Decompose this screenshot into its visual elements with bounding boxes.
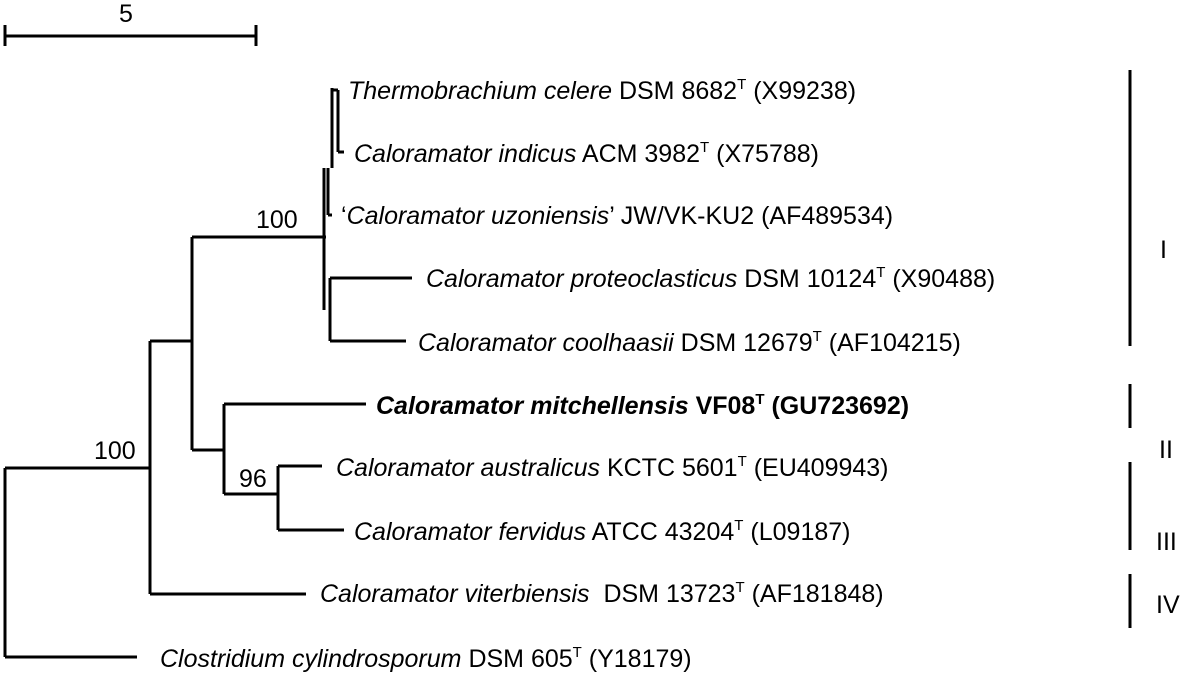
type-strain-mark: T xyxy=(572,644,582,661)
taxon-label: Thermobrachium celere DSM 8682T (X99238) xyxy=(348,76,857,105)
taxon-name: Caloramator proteoclasticus xyxy=(426,265,738,293)
taxon-strain: DSM 605 xyxy=(468,645,573,673)
type-strain-mark: T xyxy=(737,453,747,470)
taxon-name: Thermobrachium celere xyxy=(348,77,612,105)
taxon-name: Caloramator coolhaasii xyxy=(418,329,674,357)
group-label-I: I xyxy=(1160,236,1167,264)
bootstrap-value: 100 xyxy=(94,437,136,465)
taxon-strain: ACM 3982 xyxy=(581,140,701,168)
taxon-name: Clostridium cylindrosporum xyxy=(160,645,462,673)
taxon-label: ‘Caloramator uzoniensis’ JW/VK-KU2 (AF48… xyxy=(341,202,894,230)
taxon-name: Caloramator fervidus xyxy=(354,518,587,546)
taxon-label: Caloramator fervidus ATCC 43204T (L09187… xyxy=(354,517,851,546)
taxon-accession: (GU723692) xyxy=(771,392,910,420)
taxon-accession: (X99238) xyxy=(753,77,857,105)
bootstrap-value: 96 xyxy=(239,465,267,493)
taxon-name: Caloramator australicus xyxy=(336,454,600,482)
taxon-strain: DSM 12679 xyxy=(680,329,813,357)
taxon-label-highlighted: Caloramator mitchellensis VF08T (GU72369… xyxy=(376,391,910,420)
taxon-strain: KCTC 5601 xyxy=(606,454,738,482)
taxon-accession: (EU409943) xyxy=(753,454,889,482)
taxon-strain: VF08 xyxy=(695,392,756,420)
type-strain-mark: T xyxy=(812,328,822,345)
taxon-accession: (L09187) xyxy=(750,518,851,546)
taxon-accession: (AF489534) xyxy=(761,202,894,230)
taxon-label: Caloramator indicus ACM 3982T (X75788) xyxy=(354,139,820,168)
taxon-label: Caloramator proteoclasticus DSM 10124T (… xyxy=(426,264,996,293)
scale-bar-label: 5 xyxy=(119,0,133,28)
taxon-accession: (X75788) xyxy=(716,140,820,168)
type-strain-mark: T xyxy=(876,264,886,281)
bootstrap-value: 100 xyxy=(256,206,298,234)
group-label-II: II xyxy=(1159,436,1173,464)
type-strain-mark: T xyxy=(737,76,747,93)
taxon-strain: DSM 13723 xyxy=(596,580,736,608)
taxon-name: Caloramator viterbiensis xyxy=(320,580,590,608)
taxon-label: Clostridium cylindrosporum DSM 605T (Y18… xyxy=(160,644,692,673)
taxon-strain: DSM 10124 xyxy=(744,265,877,293)
taxon-label: Caloramator viterbiensis DSM 13723T (AF1… xyxy=(320,579,884,608)
type-strain-mark: T xyxy=(700,139,710,156)
taxon-name: Caloramator uzoniensis xyxy=(346,202,610,230)
type-strain-mark: T xyxy=(735,579,745,596)
taxon-strain: ’ JW/VK-KU2 xyxy=(609,202,755,230)
type-strain-mark: T xyxy=(755,391,765,408)
taxon-accession: (Y18179) xyxy=(588,645,692,673)
taxon-label: Caloramator coolhaasii DSM 12679T (AF104… xyxy=(418,328,961,357)
taxon-strain: ATCC 43204 xyxy=(591,518,735,546)
taxon-label: Caloramator australicus KCTC 5601T (EU40… xyxy=(336,453,889,482)
taxon-accession: (AF104215) xyxy=(828,329,961,357)
type-strain-mark: T xyxy=(734,517,744,534)
taxon-name: Caloramator mitchellensis xyxy=(376,392,689,420)
group-label-IV: IV xyxy=(1156,591,1180,619)
group-label-III: III xyxy=(1156,528,1177,556)
taxon-name: Caloramator indicus xyxy=(354,140,577,168)
taxon-strain: DSM 8682 xyxy=(618,77,738,105)
taxon-accession: (X90488) xyxy=(892,265,996,293)
taxon-accession: (AF181848) xyxy=(751,580,884,608)
